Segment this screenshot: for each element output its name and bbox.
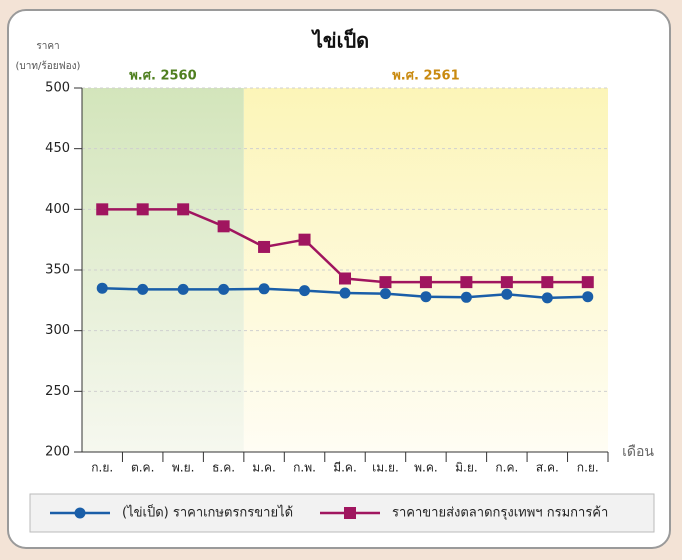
x-tick-label: ก.ย. — [577, 461, 599, 475]
y-tick-label: 500 — [45, 81, 70, 96]
y-tick-label: 250 — [45, 384, 70, 399]
y-axis-label: (บาท/ร้อยฟอง) — [16, 60, 81, 72]
point — [460, 291, 472, 303]
point — [258, 240, 271, 253]
point — [500, 276, 513, 289]
y-tick-label: 350 — [45, 263, 70, 278]
legend-marker — [344, 507, 356, 519]
point — [218, 283, 230, 295]
x-tick-label: มี.ค. — [333, 461, 357, 475]
point — [541, 276, 554, 289]
y-tick-label: 400 — [45, 202, 70, 217]
point — [299, 285, 311, 297]
x-tick-label: เม.ย. — [372, 461, 399, 475]
point — [419, 276, 432, 289]
point — [379, 276, 392, 289]
point — [541, 292, 553, 304]
x-tick-label: มิ.ย. — [455, 461, 478, 475]
x-tick-label: พ.ค. — [414, 461, 438, 475]
point — [217, 220, 230, 233]
point — [339, 272, 351, 285]
point — [582, 291, 594, 303]
x-tick-label: ต.ค. — [131, 461, 154, 475]
x-tick-label: พ.ย. — [172, 461, 195, 475]
point — [177, 203, 190, 216]
x-tick-label: ก.พ. — [293, 461, 316, 475]
annotation: พ.ศ. 2560 — [129, 69, 196, 84]
y-tick-label: 450 — [45, 141, 70, 156]
x-tick-label: ธ.ค. — [212, 461, 235, 475]
annotation: พ.ศ. 2561 — [392, 69, 459, 84]
point — [136, 203, 149, 216]
point — [258, 283, 270, 295]
y-axis-label: ราคา — [36, 41, 59, 52]
point — [339, 287, 351, 299]
x-axis-label: เดือน — [622, 444, 654, 460]
x-tick-label: ม.ค. — [252, 461, 276, 475]
point — [177, 283, 189, 295]
legend-label: ราคาขายส่งตลาดกรุงเทพฯ กรมการค้า — [392, 506, 608, 521]
point — [581, 276, 594, 289]
point — [96, 203, 109, 216]
point — [420, 291, 432, 303]
y-tick-label: 300 — [45, 323, 70, 338]
x-tick-label: ก.ย. — [91, 461, 113, 475]
x-tick-label: ส.ค. — [536, 461, 559, 475]
legend-marker — [74, 507, 86, 519]
x-tick-label: ก.ค. — [495, 461, 518, 475]
point — [379, 288, 391, 300]
legend-label: (ไข่เป็ด) ราคาเกษตรกรขายได้ — [122, 503, 293, 521]
y-tick-label: 200 — [45, 445, 70, 460]
point — [298, 233, 311, 246]
chart-title: ไข่เป็ด — [311, 28, 369, 53]
point — [501, 288, 513, 300]
point — [460, 276, 473, 289]
point — [137, 283, 149, 295]
point — [96, 282, 108, 294]
